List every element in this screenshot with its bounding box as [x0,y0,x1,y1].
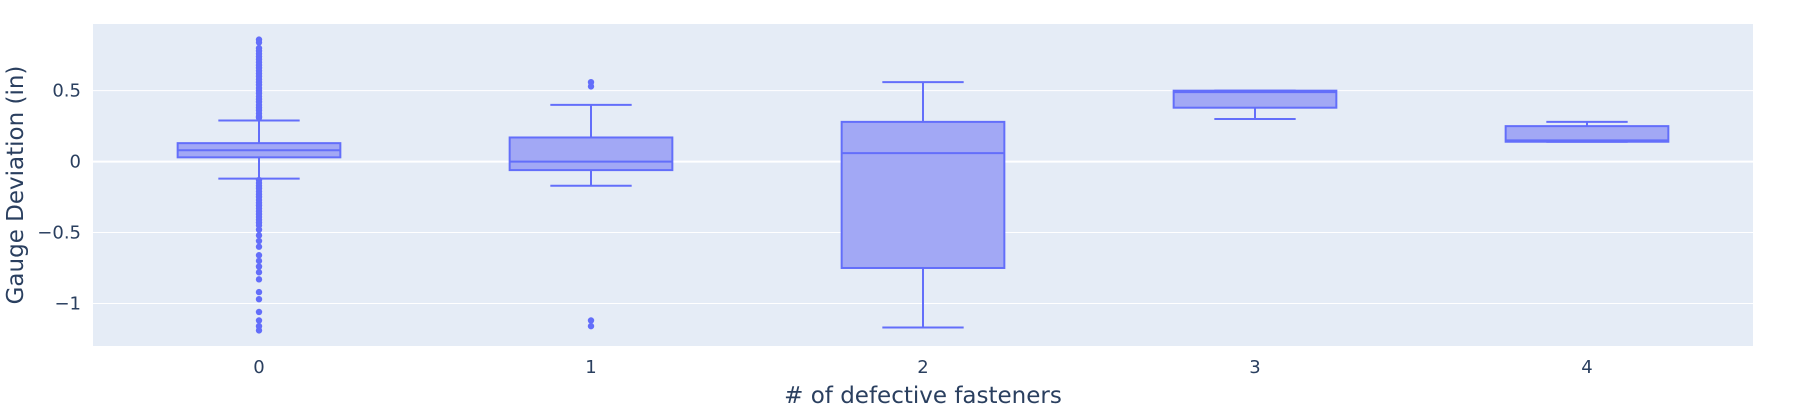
box-iqr [1504,125,1670,143]
x-tick-label: 1 [585,357,596,378]
box-1 [508,78,674,330]
x-tick-label: 3 [1249,357,1260,378]
x-tick-label: 2 [917,357,928,378]
outlier-point [255,263,263,270]
outlier-point [255,243,263,250]
x-axis-title: # of defective fasteners [784,383,1062,409]
box-iqr [840,120,1006,269]
x-tick-label: 0 [253,357,264,378]
outlier-point [255,317,263,324]
outlier-point [587,322,595,330]
outlier-point [587,83,595,90]
y-axis-title: Gauge Deviation (in) [3,66,29,305]
y-tick-label: −1 [54,293,81,314]
box-0 [176,36,342,334]
outlier-point [255,226,263,233]
outlier-point [255,114,263,121]
outlier-point [255,308,263,316]
box-4 [1504,120,1670,143]
box-iqr [508,136,674,172]
outlier-point [255,269,263,276]
x-tick-label: 4 [1581,357,1592,378]
outlier-point [255,257,263,265]
outlier-point [255,327,263,334]
box-2 [840,81,1006,329]
y-tick-label: 0.5 [52,81,81,102]
box-iqr [1172,89,1338,109]
box-3 [1172,89,1338,121]
outlier-point [255,276,263,283]
outlier-point [587,317,595,324]
outlier-point [255,39,263,46]
y-axis-ticks: 0.5 0 −0.5 −1 [37,81,81,315]
x-axis-ticks: 0 1 2 3 4 [253,357,1592,378]
outlier-point [255,295,263,303]
outlier-point [255,237,263,245]
outlier-point [255,252,263,259]
outlier-point [255,232,263,239]
outlier-point [255,288,263,296]
y-tick-label: −0.5 [37,223,81,244]
y-tick-label: 0 [70,152,81,173]
boxes [176,36,1670,334]
